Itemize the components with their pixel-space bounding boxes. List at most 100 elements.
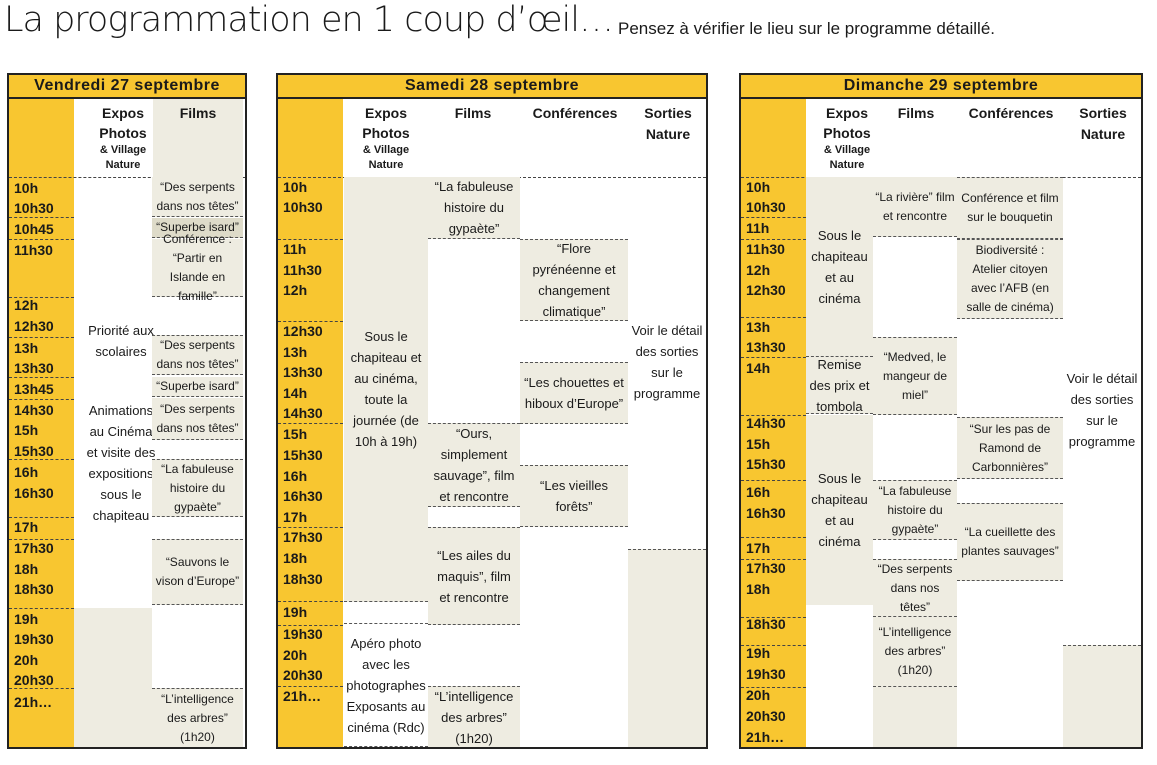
time-label: 20h30 <box>14 672 54 688</box>
time-divider <box>9 337 74 338</box>
time-label: 16h30 <box>14 485 54 501</box>
time-label: 16h <box>746 484 771 500</box>
event-expos-after: Sous le chapiteau et au cinéma <box>806 415 873 605</box>
event-film: “Les ailes du maquis”, film et rencontre <box>428 527 520 625</box>
time-label: 13h <box>746 319 771 335</box>
time-divider <box>741 217 806 218</box>
time-label: 15h <box>14 422 39 438</box>
time-label: 11h30 <box>746 241 785 257</box>
time-label: 14h <box>283 385 308 401</box>
time-label: 13h45 <box>14 381 54 397</box>
event-film: “Medved, le mangeur de miel” <box>873 337 957 415</box>
event-film: Conférence : “Partir en Islande en famil… <box>152 232 243 303</box>
column-header-conferences: Conférences <box>532 105 618 121</box>
time-divider <box>9 608 74 609</box>
event-film: “L’intelligence des arbres” (1h20) <box>428 686 520 747</box>
column-header-films: Films <box>897 105 935 121</box>
column-header-expos: Expos Photos & Village Nature <box>362 105 410 171</box>
time-label: 16h <box>14 464 39 480</box>
time-divider <box>741 357 806 358</box>
time-label: 16h <box>283 468 308 484</box>
header-band <box>153 99 243 177</box>
time-divider <box>9 688 74 689</box>
time-label: 21h… <box>14 694 53 710</box>
time-label: 14h <box>746 360 771 376</box>
time-label: 12h30 <box>283 323 323 339</box>
event-conference: Conférence et film sur le bouquetin <box>957 177 1063 239</box>
expos-closed-block <box>74 608 152 747</box>
time-label: 10h <box>283 179 308 195</box>
time-label: 17h <box>746 540 771 556</box>
day-panel-friday: Vendredi 27 septembre Expos Photos & Vill… <box>7 73 247 749</box>
page-subtitle: Pensez à vérifier le lieu sur le program… <box>618 19 996 38</box>
event-film: “Des serpents dans nos têtes” <box>152 398 243 440</box>
time-label: 13h <box>283 344 308 360</box>
column-header-expos: Expos Photos & Village Nature <box>823 105 871 171</box>
time-label: 11h <box>283 241 307 257</box>
time-divider <box>741 317 806 318</box>
event-film: “Superbe isard” <box>152 218 243 238</box>
time-label: 13h30 <box>746 339 786 355</box>
time-column <box>9 99 74 747</box>
time-label: 19h30 <box>746 666 786 682</box>
column-header-sorties: Sorties Nature <box>1079 105 1127 142</box>
time-label: 10h45 <box>14 221 54 237</box>
column-header-conferences: Conférences <box>968 105 1054 121</box>
event-expos-apero: Apéro photo avec les photographes Exposa… <box>344 623 428 747</box>
time-divider <box>741 645 806 646</box>
time-label: 13h30 <box>14 360 54 376</box>
time-label: 12h30 <box>14 318 54 334</box>
event-film: “La fabuleuse histoire du gypaète” <box>873 480 957 540</box>
time-label: 19h30 <box>283 626 323 642</box>
time-divider <box>9 297 74 298</box>
event-film: “Des serpents dans nos têtes” <box>873 559 957 617</box>
time-divider <box>278 686 343 687</box>
time-label: 19h <box>283 604 308 620</box>
time-label: 12h <box>14 297 39 313</box>
event-conference: Biodiversité : Atelier citoyen avec l’AF… <box>957 239 1063 319</box>
time-divider <box>741 415 806 416</box>
event-expos: Sous le chapiteau et au cinéma <box>806 177 873 357</box>
time-divider <box>9 539 74 540</box>
event-film: “L’intelligence des arbres” (1h20) <box>152 688 243 747</box>
header-divider <box>9 177 245 178</box>
event-film: “Sauvons le vison d’Europe” <box>152 539 243 605</box>
event-expos-animations: Animations au Cinéma et visite des expos… <box>86 403 156 523</box>
time-label: 10h30 <box>14 200 54 216</box>
time-divider <box>741 617 806 618</box>
event-film: “L’intelligence des arbres” (1h20) <box>873 617 957 687</box>
time-label: 10h30 <box>283 199 323 215</box>
time-label: 20h <box>746 687 771 703</box>
column-header-expos: Expos Photos & Village Nature <box>99 105 147 171</box>
event-film: “La fabuleuse histoire du gypaète” <box>428 177 520 239</box>
time-label: 20h <box>14 652 39 668</box>
time-label: 14h30 <box>14 402 54 418</box>
event-conference: “Flore pyrénéenne et changement climatiq… <box>520 239 628 321</box>
time-divider <box>9 377 74 378</box>
sorties-closed-block <box>1063 645 1141 747</box>
time-label: 20h <box>283 647 308 663</box>
time-label: 17h30 <box>14 540 54 556</box>
column-header-sorties: Sorties Nature <box>644 105 692 142</box>
time-label: 14h30 <box>746 415 786 431</box>
time-divider <box>9 459 74 460</box>
event-conference: “Sur les pas de Ramond de Carbonnières” <box>957 417 1063 479</box>
time-label: 18h30 <box>283 571 323 587</box>
event-film: “Des serpents dans nos têtes” <box>152 177 243 217</box>
time-label: 21h… <box>746 729 785 745</box>
sorties-closed-block <box>628 549 706 747</box>
time-label: 20h30 <box>746 708 786 724</box>
event-film: “Superbe isard” <box>152 377 243 397</box>
time-label: 20h30 <box>283 667 323 683</box>
time-label: 18h <box>746 581 771 597</box>
time-divider <box>278 321 343 322</box>
time-label: 15h30 <box>746 456 786 472</box>
time-label: 17h30 <box>746 560 786 576</box>
event-sorties: Voir le détail des sorties sur le progra… <box>1066 370 1138 449</box>
event-sorties: Voir le détail des sorties sur le progra… <box>631 323 703 401</box>
column-header-films: Films <box>454 105 492 121</box>
day-title: Samedi 28 septembre <box>278 75 706 99</box>
time-label: 10h <box>746 179 771 195</box>
time-label: 18h <box>14 561 39 577</box>
time-divider <box>741 559 806 560</box>
